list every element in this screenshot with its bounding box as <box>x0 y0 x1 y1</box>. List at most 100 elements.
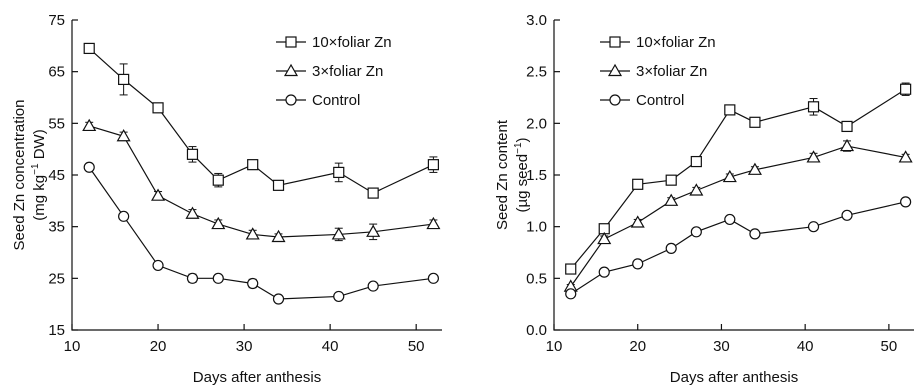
legend-marker-triangle <box>283 63 299 77</box>
y-axis-unit-superscript: −1 <box>513 142 524 154</box>
data-point-triangle <box>722 169 737 183</box>
legend-marker-square <box>609 36 621 48</box>
data-point-square <box>807 101 820 113</box>
data-point-circle <box>632 258 644 270</box>
series-triangle <box>563 138 913 292</box>
series-circle <box>565 196 912 300</box>
data-point-triangle <box>271 229 286 243</box>
y-tick-label: 15 <box>48 322 65 339</box>
legend-entry-triangle: 3×foliar Zn <box>276 63 383 80</box>
y-tick-label: 1.0 <box>526 219 547 236</box>
series-circle <box>83 161 439 305</box>
data-point-circle <box>333 290 345 303</box>
data-point-triangle <box>664 193 679 206</box>
y-tick-label: 1.5 <box>526 167 547 184</box>
y-tick-label: 55 <box>48 115 65 132</box>
data-point-square <box>152 102 164 114</box>
data-point-triangle <box>185 206 200 219</box>
series-line-square <box>570 88 906 270</box>
legend-entry-square: 10×foliar Zn <box>600 34 716 51</box>
x-tick-label: 40 <box>797 338 814 355</box>
y-tick-label: 0.5 <box>526 270 547 287</box>
data-point-square <box>83 42 95 55</box>
data-point-square <box>333 166 345 179</box>
x-tick-label: 40 <box>322 338 339 355</box>
data-point-circle <box>118 210 130 222</box>
data-point-square <box>272 179 285 191</box>
series-line-triangle <box>89 125 434 238</box>
y-axis-unit-text: (mg kg <box>31 175 48 221</box>
legend-label: Control <box>312 92 360 109</box>
data-point-circle <box>724 213 736 226</box>
series-line-triangle <box>570 145 906 287</box>
data-point-square <box>900 83 912 95</box>
data-point-square <box>665 174 677 186</box>
y-axis-unit-text: ) <box>514 137 531 142</box>
legend-label: 3×foliar Zn <box>636 63 707 80</box>
data-point-triangle <box>245 227 260 240</box>
legend-label: 10×foliar Zn <box>636 34 716 51</box>
data-point-triangle <box>366 224 381 237</box>
legend-marker-circle <box>285 94 297 106</box>
series-line-circle <box>88 166 434 300</box>
x-tick-label: 10 <box>546 338 563 355</box>
data-point-circle <box>598 266 610 278</box>
data-point-circle <box>690 226 702 238</box>
y-tick-label: 75 <box>48 12 65 29</box>
data-point-square <box>841 120 853 133</box>
legend-marker-triangle <box>607 63 623 77</box>
data-point-circle <box>841 209 853 221</box>
legend-label: Control <box>636 92 684 109</box>
legend-entry-triangle: 3×foliar Zn <box>600 63 707 80</box>
y-tick-label: 2.0 <box>526 115 547 132</box>
data-point-triangle <box>689 183 704 196</box>
data-point-triangle <box>116 129 131 142</box>
data-point-triangle <box>211 216 226 230</box>
series-line-circle <box>570 201 906 295</box>
axes <box>553 20 914 331</box>
y-tick-label: 65 <box>48 64 65 81</box>
data-point-triangle <box>151 188 166 201</box>
x-tick-label: 20 <box>629 338 646 355</box>
series-square <box>565 82 912 275</box>
data-point-circle <box>152 259 164 272</box>
y-axis-title: Seed Zn concentration <box>11 100 28 251</box>
y-tick-label: 45 <box>48 167 65 184</box>
data-point-triangle <box>82 118 97 132</box>
legend-label: 10×foliar Zn <box>312 34 392 51</box>
legend-label: 3×foliar Zn <box>312 63 383 80</box>
legend-marker-circle <box>609 94 621 106</box>
data-point-circle <box>565 288 577 300</box>
data-point-square <box>565 263 577 275</box>
chart-panel-concentration: 10 20 30 40 50 15 25 35 45 55 65 75 Days after anthe… <box>11 12 442 386</box>
data-point-triangle <box>806 150 821 163</box>
y-tick-label: 2.5 <box>526 64 547 81</box>
data-point-circle <box>749 228 761 240</box>
x-tick-label: 30 <box>713 338 730 355</box>
series-square <box>83 42 439 199</box>
data-point-triangle <box>331 227 346 240</box>
data-point-square <box>367 187 379 199</box>
legend-entry-circle: Control <box>600 92 684 109</box>
x-tick-label: 50 <box>881 338 898 355</box>
data-point-circle <box>247 277 259 290</box>
y-tick-label: 35 <box>48 219 65 236</box>
x-tick-label: 30 <box>236 338 253 355</box>
data-point-square <box>632 178 644 190</box>
x-tick-label: 50 <box>408 338 425 355</box>
data-point-triangle <box>426 216 441 230</box>
chart-panel-content: 10 20 30 40 50 0.0 0.5 1.0 1.5 2.0 2.5 3.0 Days afte… <box>494 12 914 386</box>
legend-marker-square <box>285 36 297 48</box>
data-point-triangle <box>597 231 612 245</box>
data-point-circle <box>186 272 199 284</box>
data-point-square <box>247 159 259 171</box>
x-tick-label: 10 <box>64 338 81 355</box>
data-point-circle <box>272 293 285 305</box>
data-point-circle <box>367 280 379 292</box>
data-point-square <box>690 155 702 168</box>
data-point-triangle <box>839 138 855 152</box>
data-point-triangle <box>747 162 762 175</box>
x-axis-title: Days after anthesis <box>193 369 321 386</box>
series-triangle <box>82 118 441 243</box>
y-tick-label: 3.0 <box>526 12 547 29</box>
